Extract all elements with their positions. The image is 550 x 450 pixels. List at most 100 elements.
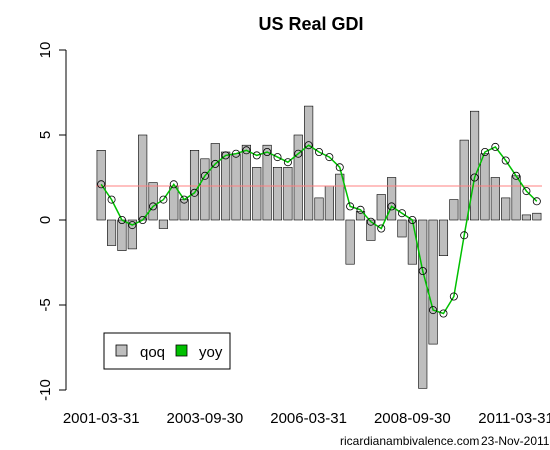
bar-qoq-19 xyxy=(293,134,303,221)
bar-qoq-18 xyxy=(283,167,293,221)
point-yoy-40 xyxy=(512,171,521,180)
bar-qoq-9 xyxy=(189,150,200,221)
y-tick-label-0: -10 xyxy=(37,379,54,401)
bar-qoq-26 xyxy=(366,219,376,241)
bar-qoq-32 xyxy=(428,219,438,345)
bar-qoq-37 xyxy=(480,153,490,221)
bar-qoq-31 xyxy=(418,219,428,389)
bar-qoq-13 xyxy=(231,153,241,221)
bar-qoq-17 xyxy=(272,167,283,221)
point-yoy-11 xyxy=(211,159,220,168)
legend-label-yoy: yoy xyxy=(199,344,223,361)
point-yoy-32 xyxy=(429,306,438,315)
chart-title: US Real GDI xyxy=(258,14,363,34)
point-yoy-23 xyxy=(335,163,344,172)
bar-qoq-15 xyxy=(252,167,262,221)
point-yoy-37 xyxy=(480,147,489,156)
plot-area xyxy=(96,105,542,389)
line-yoy xyxy=(100,144,538,315)
bar-qoq-4 xyxy=(138,134,148,221)
bar-qoq-41 xyxy=(521,214,532,221)
legend-label-qoq: qoq xyxy=(140,344,165,361)
bar-qoq-35 xyxy=(459,139,469,221)
point-yoy-34 xyxy=(449,292,458,301)
point-yoy-13 xyxy=(232,149,241,158)
point-yoy-17 xyxy=(273,153,282,162)
bar-qoq-11 xyxy=(210,143,220,221)
point-yoy-26 xyxy=(366,217,375,226)
y-axis: -10 -5 0 5 10 xyxy=(37,42,67,401)
point-yoy-22 xyxy=(325,153,334,162)
point-yoy-24 xyxy=(346,202,355,211)
y-tick-label-1: -5 xyxy=(37,298,54,311)
footer-source: ricardianambivalence.com xyxy=(340,434,479,448)
bar-qoq-36 xyxy=(470,110,480,221)
legend: qoq yoy xyxy=(103,332,231,370)
point-yoy-42 xyxy=(532,197,541,206)
bar-qoq-24 xyxy=(345,219,355,265)
point-yoy-31 xyxy=(418,266,427,275)
point-yoy-25 xyxy=(356,205,365,214)
point-yoy-7 xyxy=(169,180,178,189)
bar-qoq-16 xyxy=(262,144,272,221)
point-yoy-27 xyxy=(377,224,386,233)
bar-qoq-40 xyxy=(511,175,521,221)
point-yoy-10 xyxy=(200,171,209,180)
point-yoy-6 xyxy=(159,195,168,204)
bar-qoq-23 xyxy=(335,173,345,221)
bar-qoq-27 xyxy=(376,194,386,221)
point-yoy-28 xyxy=(387,202,396,211)
point-yoy-5 xyxy=(149,202,158,211)
bar-qoq-28 xyxy=(387,177,397,221)
bar-qoq-21 xyxy=(314,197,324,221)
y-tick-label-2: 0 xyxy=(37,216,54,224)
bar-qoq-8 xyxy=(179,199,189,221)
point-yoy-16 xyxy=(263,147,272,156)
footer-date: 23-Nov-2011 xyxy=(481,434,550,448)
point-yoy-29 xyxy=(397,209,406,218)
point-yoy-21 xyxy=(314,147,323,156)
y-tick-label-3: 5 xyxy=(37,131,54,139)
bar-qoq-2 xyxy=(117,219,127,251)
bar-qoq-3 xyxy=(127,219,137,250)
point-yoy-3 xyxy=(128,221,137,230)
x-tick-label-3: 2008-09-30 xyxy=(374,410,451,427)
point-yoy-1 xyxy=(107,195,116,204)
x-tick-label-1: 2003-09-30 xyxy=(167,410,244,427)
bar-qoq-20 xyxy=(304,105,314,221)
bar-qoq-22 xyxy=(324,185,334,221)
bar-qoq-1 xyxy=(107,219,117,246)
bar-qoq-10 xyxy=(200,158,210,221)
x-axis: 2001-03-31 2003-09-30 2006-03-31 2008-09-30… xyxy=(63,410,550,427)
bar-qoq-29 xyxy=(397,219,407,238)
x-tick-label-4: 2011-03-31 xyxy=(478,410,550,427)
bar-qoq-7 xyxy=(169,185,179,221)
point-yoy-30 xyxy=(408,215,417,224)
bar-qoq-33 xyxy=(438,219,449,257)
point-yoy-12 xyxy=(221,151,230,160)
point-yoy-9 xyxy=(190,188,199,197)
legend-swatch-qoq xyxy=(115,344,128,357)
point-yoy-15 xyxy=(252,151,261,160)
bar-qoq-34 xyxy=(449,199,459,221)
point-yoy-4 xyxy=(138,215,147,224)
y-tick-label-4: 10 xyxy=(37,42,54,59)
bar-qoq-42 xyxy=(532,212,542,221)
point-yoy-14 xyxy=(242,146,251,155)
point-yoy-8 xyxy=(180,195,189,204)
point-yoy-38 xyxy=(491,142,500,151)
x-tick-label-2: 2006-03-31 xyxy=(270,410,347,427)
bar-qoq-5 xyxy=(148,182,158,221)
bar-qoq-14 xyxy=(241,144,251,221)
bar-qoq-6 xyxy=(158,219,168,229)
bar-qoq-39 xyxy=(501,197,511,221)
point-yoy-19 xyxy=(294,149,303,158)
point-yoy-2 xyxy=(117,215,126,224)
point-yoy-0 xyxy=(97,180,106,189)
bar-qoq-30 xyxy=(407,219,417,265)
legend-swatch-yoy xyxy=(175,344,188,357)
bar-qoq-38 xyxy=(490,177,500,221)
point-yoy-20 xyxy=(304,141,313,150)
